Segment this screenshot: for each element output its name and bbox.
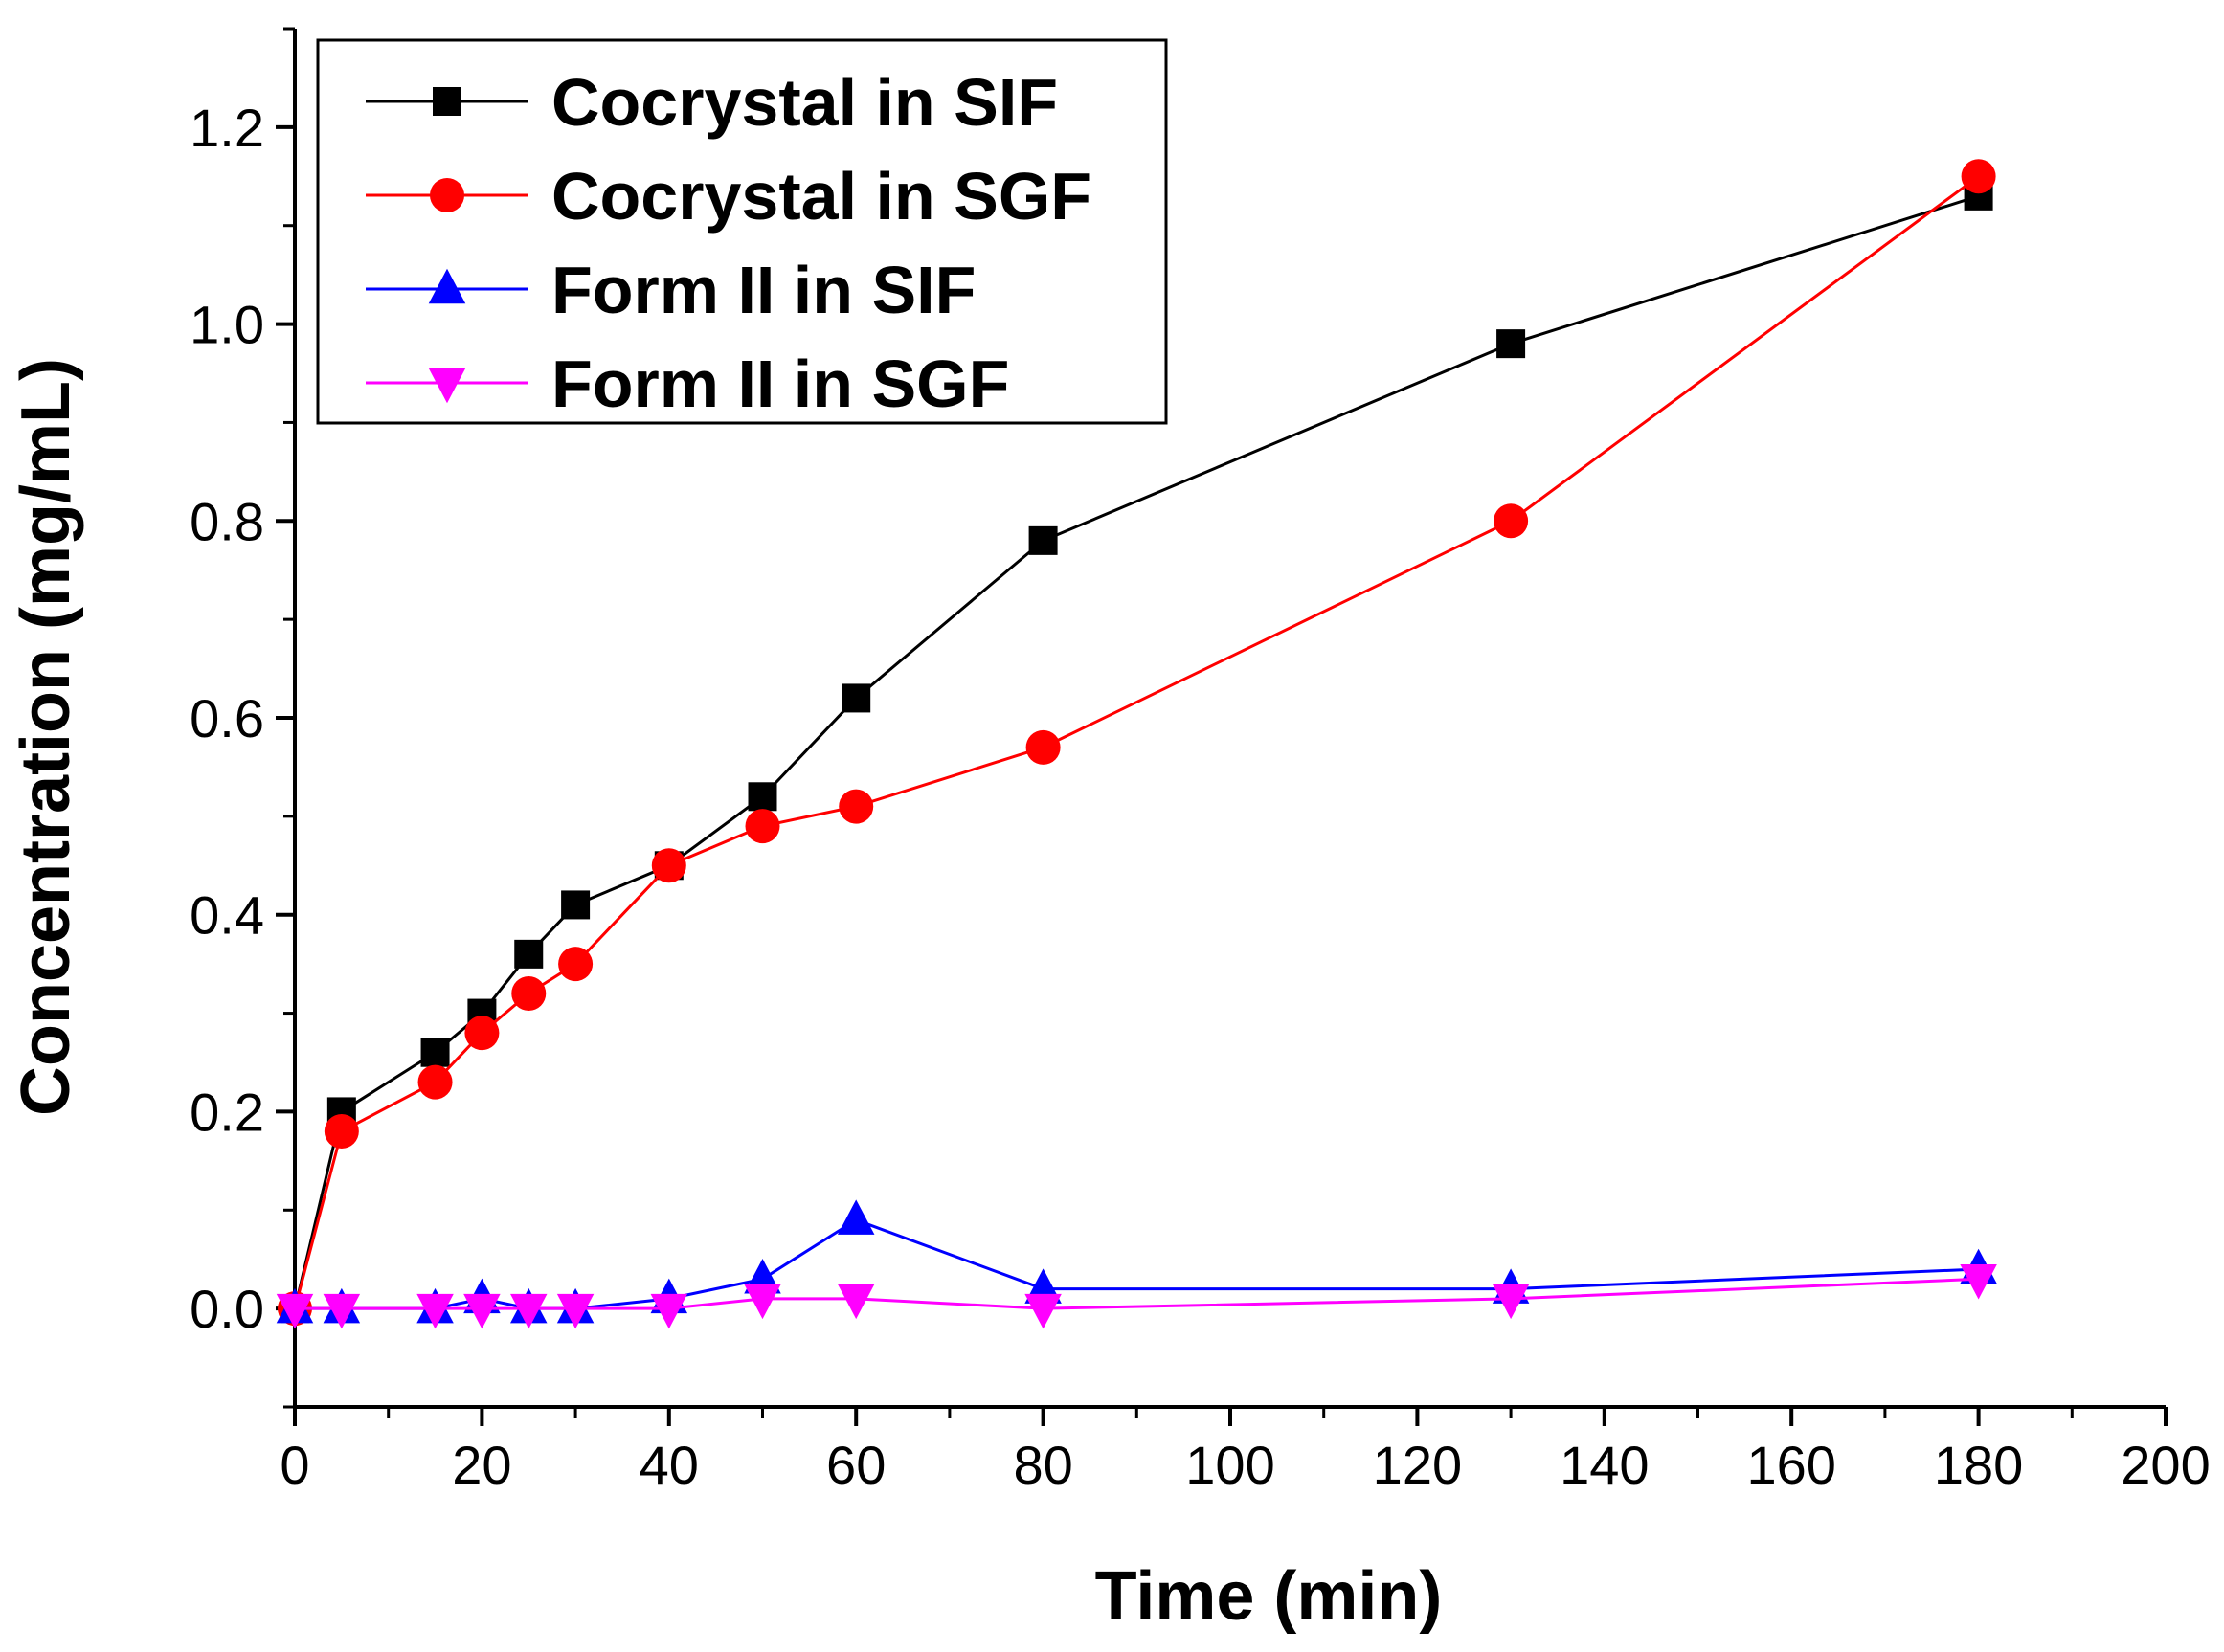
data-point <box>1025 729 1061 765</box>
data-point <box>1492 1284 1530 1320</box>
y-tick-label: 0.8 <box>190 491 264 551</box>
x-tick-label: 0 <box>280 1435 309 1495</box>
x-tick-label: 180 <box>1934 1435 2023 1495</box>
data-point <box>651 848 686 883</box>
x-tick-label: 20 <box>452 1435 511 1495</box>
legend: Cocrystal in SIF Cocrystal in SGF Form II … <box>316 38 1168 425</box>
data-point <box>842 683 871 713</box>
data-point <box>744 1284 781 1320</box>
data-point <box>1496 329 1526 359</box>
data-point <box>510 1293 548 1329</box>
data-point <box>324 1114 359 1149</box>
legend-item: Cocrystal in SGF <box>366 159 1091 234</box>
data-point <box>1961 159 1996 194</box>
legend-label: Form II in SGF <box>551 346 1009 421</box>
data-point <box>323 1293 361 1329</box>
data-point <box>558 947 594 982</box>
legend-item: Form II in SIF <box>366 253 976 327</box>
x-tick-label: 40 <box>640 1435 699 1495</box>
y-tick-label: 0.0 <box>190 1279 264 1339</box>
legend-marker <box>428 268 466 304</box>
y-tick-label: 0.2 <box>190 1082 264 1142</box>
data-point <box>1028 525 1058 555</box>
series-line <box>295 1277 1979 1310</box>
axes: 0 20 40 60 80 100 120 140 160 180 200 0.0 0.2 0.4 0.6 0… <box>190 27 2211 1495</box>
x-tick-label: 200 <box>2121 1435 2210 1495</box>
data-point <box>745 809 780 844</box>
data-point <box>1960 1264 1997 1300</box>
data-point <box>1494 503 1529 539</box>
data-point <box>417 1064 453 1100</box>
data-point <box>839 789 874 824</box>
legend-marker <box>428 368 466 404</box>
x-tick-label: 100 <box>1185 1435 1274 1495</box>
legend-item: Form II in SGF <box>366 346 1009 421</box>
x-tick-label: 160 <box>1746 1435 1835 1495</box>
data-point <box>416 1293 454 1329</box>
legend-label: Form II in SIF <box>551 253 976 327</box>
y-tick-label: 1.0 <box>190 295 264 355</box>
data-point <box>276 1293 314 1329</box>
x-tick-label: 140 <box>1560 1435 1649 1495</box>
series-cocrystal-in-sif <box>281 181 1993 1324</box>
legend-marker <box>433 87 461 116</box>
x-tick-label: 60 <box>826 1435 886 1495</box>
series-form-ii-in-sgf <box>276 1264 1997 1329</box>
x-tick-label: 80 <box>1013 1435 1072 1495</box>
series-layer <box>276 159 1997 1329</box>
x-axis-title: Time (min) <box>1095 1558 1443 1635</box>
legend-item: Cocrystal in SIF <box>366 65 1058 140</box>
series-line <box>293 175 1980 1309</box>
data-point <box>650 1293 688 1329</box>
y-tick-label: 0.4 <box>190 885 264 946</box>
data-point <box>420 1038 450 1067</box>
series-cocrystal-in-sgf <box>278 159 1996 1327</box>
data-point <box>748 782 777 812</box>
data-point <box>511 976 547 1011</box>
data-point <box>463 1293 501 1329</box>
data-point <box>556 1293 595 1329</box>
legend-label: Cocrystal in SGF <box>551 159 1091 234</box>
data-point <box>464 1016 500 1051</box>
y-tick-label: 0.6 <box>190 688 264 748</box>
data-point <box>514 939 544 969</box>
x-tick-label: 120 <box>1373 1435 1462 1495</box>
y-tick-label: 1.2 <box>190 98 264 158</box>
data-point <box>561 890 591 920</box>
legend-label: Cocrystal in SIF <box>551 65 1058 140</box>
y-axis-title: Concentration (mg/mL) <box>8 358 84 1116</box>
data-point <box>837 1199 875 1235</box>
data-point <box>1024 1293 1062 1329</box>
legend-marker <box>430 178 464 212</box>
data-point <box>837 1284 875 1320</box>
series-line <box>293 194 1980 1309</box>
